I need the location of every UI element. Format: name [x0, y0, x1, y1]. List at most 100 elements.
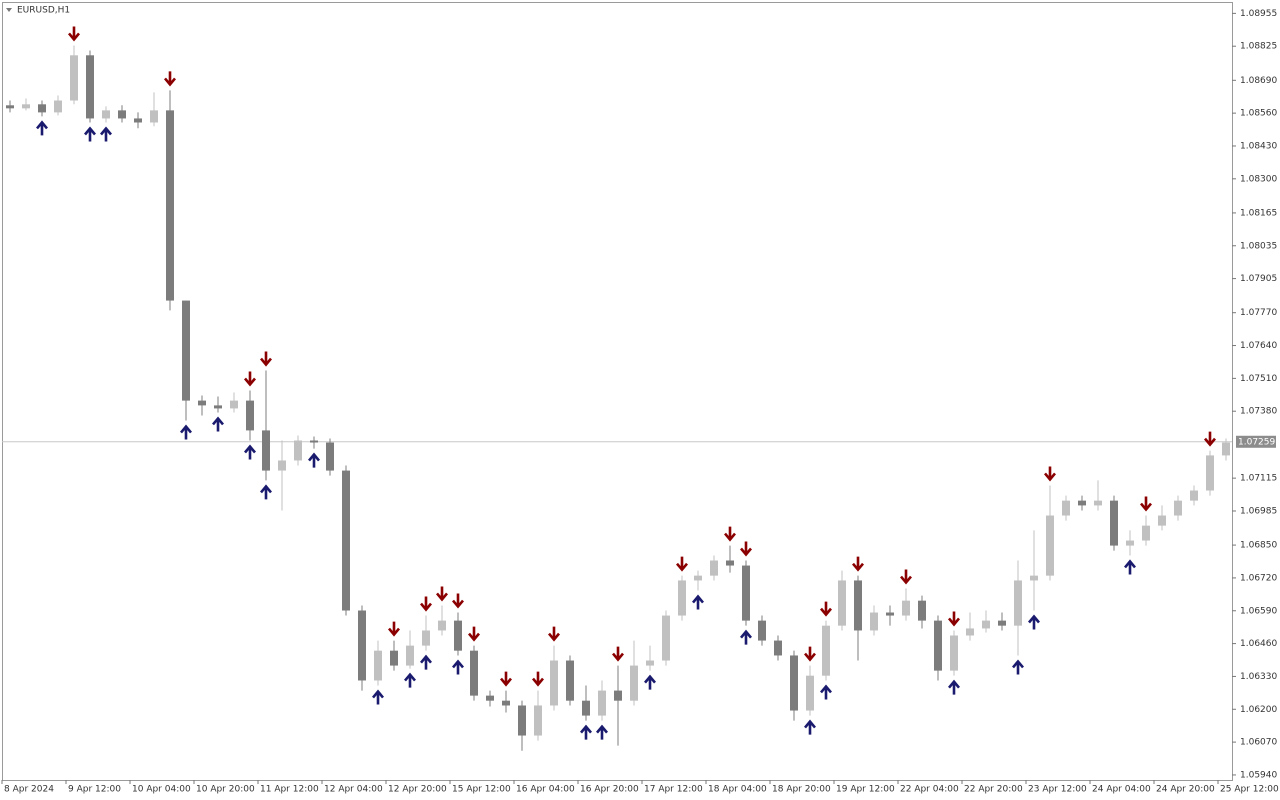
x-tick-label: 12 Apr 04:00 — [324, 785, 383, 795]
x-tick-label: 18 Apr 20:00 — [772, 785, 831, 795]
x-tick-label: 16 Apr 20:00 — [580, 785, 639, 795]
buy-arrow — [1124, 559, 1136, 575]
candle-body — [1222, 442, 1230, 456]
candle-body — [406, 645, 414, 666]
y-tick-label: 1.08690 — [1240, 76, 1277, 86]
candle-body — [422, 630, 430, 646]
candle-body — [182, 300, 190, 401]
candle-body — [86, 55, 94, 119]
sell-arrow — [676, 556, 688, 572]
sell-arrow — [68, 26, 80, 42]
chart-title: EURUSD,H1 — [17, 6, 70, 16]
candle-body — [1062, 500, 1070, 516]
candle-body — [1206, 455, 1214, 491]
buy-arrow — [100, 126, 112, 142]
buy-arrow — [692, 594, 704, 610]
candle-body — [438, 620, 446, 631]
candle-body — [198, 400, 206, 406]
candle-body — [390, 650, 398, 666]
candle-body — [1014, 580, 1022, 626]
candle-body — [1030, 575, 1038, 581]
sell-arrow — [436, 586, 448, 602]
sell-arrow — [452, 593, 464, 609]
candle-body — [150, 110, 158, 123]
y-tick-label: 1.08560 — [1240, 109, 1277, 119]
menu-triangle[interactable] — [6, 8, 12, 12]
candle-body — [246, 400, 254, 431]
candle-body — [1046, 515, 1054, 576]
x-tick-label: 12 Apr 20:00 — [388, 785, 447, 795]
candle-body — [998, 620, 1006, 626]
buy-arrow — [404, 672, 416, 688]
sell-arrow — [820, 601, 832, 617]
candle-body — [262, 430, 270, 471]
candle-body — [54, 100, 62, 113]
candle-body — [790, 655, 798, 711]
sell-arrow — [804, 646, 816, 662]
buy-arrow — [84, 126, 96, 142]
x-tick-label: 10 Apr 20:00 — [196, 785, 255, 795]
sell-arrow — [724, 526, 736, 542]
candle-body — [806, 675, 814, 711]
buy-arrow — [260, 484, 272, 500]
y-tick-label: 1.08825 — [1240, 42, 1277, 52]
sell-arrow — [388, 621, 400, 637]
candle-body — [774, 640, 782, 656]
sell-arrow — [900, 569, 912, 585]
candle-body — [726, 560, 734, 566]
buy-arrow — [36, 120, 48, 136]
candle-body — [134, 118, 142, 123]
candle-body — [918, 600, 926, 621]
candle-body — [1158, 515, 1166, 526]
candle-body — [118, 110, 126, 119]
candle-body — [710, 560, 718, 576]
candle-body — [1126, 540, 1134, 546]
buy-arrow — [820, 684, 832, 700]
buy-arrow — [1012, 659, 1024, 675]
candle-body — [1174, 500, 1182, 516]
y-tick-label: 1.05940 — [1240, 770, 1277, 780]
x-tick-label: 25 Apr 12:00 — [1220, 785, 1279, 795]
candle-body — [230, 400, 238, 409]
y-tick-label: 1.06460 — [1240, 639, 1277, 649]
buy-arrow — [372, 689, 384, 705]
x-tick-label: 9 Apr 12:00 — [68, 785, 121, 795]
candle-body — [1094, 500, 1102, 506]
candle-body — [838, 580, 846, 626]
buy-arrow — [804, 719, 816, 735]
candle-body — [534, 705, 542, 736]
x-tick-label: 15 Apr 12:00 — [452, 785, 511, 795]
buy-arrow — [580, 724, 592, 740]
y-tick-label: 1.06985 — [1240, 506, 1277, 516]
y-tick-label: 1.08430 — [1240, 141, 1277, 151]
candle-body — [22, 104, 30, 109]
candle-body — [342, 470, 350, 611]
sell-arrow — [740, 541, 752, 557]
buy-arrow — [644, 674, 656, 690]
candle-body — [358, 610, 366, 681]
buy-arrow — [1028, 614, 1040, 630]
sell-arrow — [1204, 431, 1216, 447]
x-tick-label: 11 Apr 12:00 — [260, 785, 319, 795]
sell-arrow — [500, 671, 512, 687]
candle-body — [934, 620, 942, 671]
candle-body — [678, 580, 686, 616]
x-tick-label: 8 Apr 2024 — [4, 785, 54, 795]
buy-arrow — [212, 416, 224, 432]
y-tick-label: 1.08300 — [1240, 174, 1277, 184]
candle-body — [278, 460, 286, 471]
candle-body — [1142, 525, 1150, 541]
buy-arrow — [740, 629, 752, 645]
candle-body — [294, 440, 302, 461]
y-tick-label: 1.08035 — [1240, 241, 1277, 251]
sell-arrow — [244, 371, 256, 387]
candle-body — [70, 55, 78, 101]
y-tick-label: 1.06200 — [1240, 705, 1277, 715]
candle-body — [102, 110, 110, 119]
y-tick-label: 1.08955 — [1240, 9, 1277, 19]
buy-arrow — [452, 659, 464, 675]
buy-arrow — [596, 724, 608, 740]
sell-arrow — [612, 646, 624, 662]
